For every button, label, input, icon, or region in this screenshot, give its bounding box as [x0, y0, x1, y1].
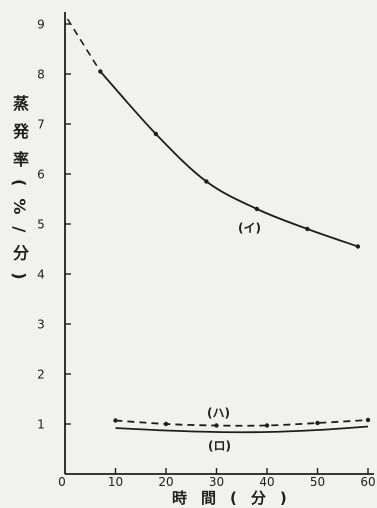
x-tick-label: 60 — [360, 475, 375, 489]
y-axis-label: 蒸発率(%/分) — [10, 95, 29, 292]
x-tick-label: 50 — [310, 475, 325, 489]
series-1-point — [254, 206, 260, 212]
x-tick-label: 0 — [58, 475, 66, 489]
y-tick-label: 9 — [37, 18, 45, 32]
series-3-line — [115, 425, 369, 434]
y-tick-label: 1 — [37, 418, 45, 432]
x-tick-label: 40 — [259, 475, 274, 489]
y-tick-label: 4 — [37, 268, 45, 282]
x-axis-label: 時間(分) — [172, 489, 301, 507]
x-tick-label: 20 — [158, 475, 173, 489]
series-1-point — [305, 226, 310, 232]
y-tick-label: 3 — [37, 318, 45, 332]
series-1-extrapolation-line — [66, 18, 102, 72]
series-3-label: (ロ) — [208, 439, 231, 453]
y-tick-label: 2 — [37, 368, 45, 382]
chart-marks: 1 2 3 4 5 6 7 8 9 0 10 20 30 40 50 60 — [37, 18, 375, 490]
series-1-point — [204, 179, 209, 184]
series-2-label: (ハ) — [207, 406, 230, 420]
series-1-point — [98, 69, 103, 74]
x-tick-label: 30 — [209, 475, 224, 489]
series-1-point — [355, 244, 361, 249]
y-tick-label: 8 — [37, 68, 45, 82]
y-tick-label: 5 — [37, 218, 45, 232]
series-1-line — [99, 70, 359, 248]
y-tick-label: 7 — [37, 118, 45, 132]
series-2-point — [315, 420, 320, 426]
series-1-label: (イ) — [238, 221, 261, 235]
y-tick-label: 6 — [37, 168, 45, 182]
series-2-point — [113, 418, 118, 423]
series-2-line — [115, 419, 369, 427]
series-1-point — [153, 131, 159, 137]
series-2-point — [264, 423, 270, 428]
series-2-point — [214, 423, 219, 428]
series-2-point — [365, 417, 371, 423]
series-2-point — [163, 421, 169, 427]
x-tick-label: 10 — [108, 475, 123, 489]
